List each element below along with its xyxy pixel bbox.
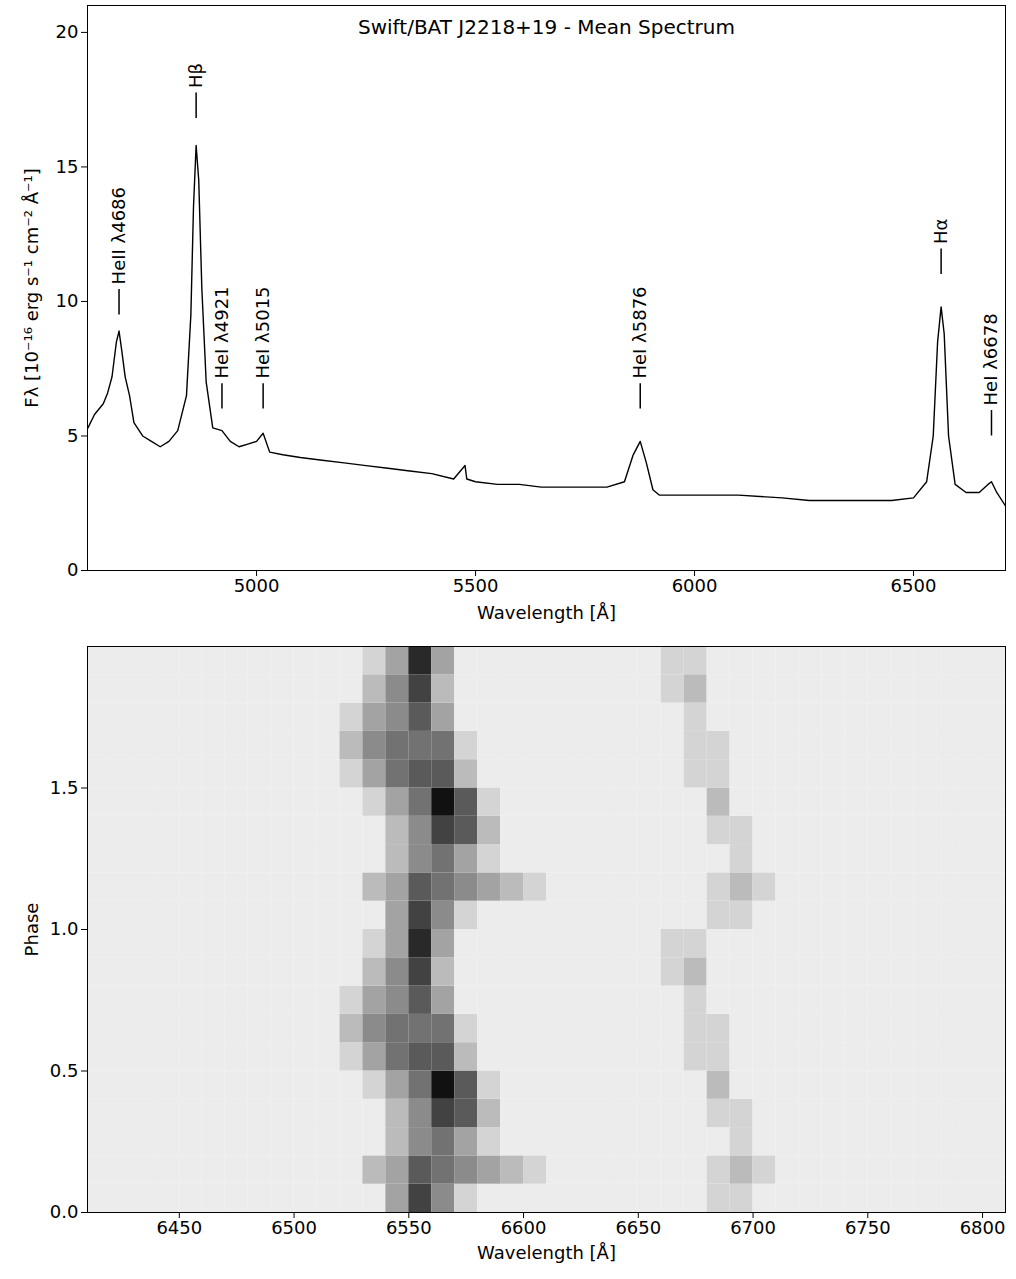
svg-text:5000: 5000 bbox=[234, 575, 280, 596]
svg-text:10: 10 bbox=[56, 290, 79, 311]
svg-text:Swift/BAT J2218+19 - Mean Spec: Swift/BAT J2218+19 - Mean Spectrum bbox=[358, 15, 735, 39]
svg-text:Wavelength [Å]: Wavelength [Å] bbox=[477, 1242, 616, 1263]
svg-text:0.5: 0.5 bbox=[50, 1060, 79, 1081]
svg-text:1.0: 1.0 bbox=[50, 918, 79, 939]
svg-text:HeII λ4686: HeII λ4686 bbox=[108, 187, 129, 284]
svg-text:6500: 6500 bbox=[271, 1217, 317, 1238]
svg-text:6750: 6750 bbox=[845, 1217, 891, 1238]
svg-text:6700: 6700 bbox=[730, 1217, 776, 1238]
svg-text:0.0: 0.0 bbox=[50, 1201, 79, 1222]
svg-text:20: 20 bbox=[56, 21, 79, 42]
svg-text:6500: 6500 bbox=[891, 575, 937, 596]
svg-text:6800: 6800 bbox=[960, 1217, 1006, 1238]
svg-text:6550: 6550 bbox=[386, 1217, 432, 1238]
svg-text:6650: 6650 bbox=[615, 1217, 661, 1238]
svg-text:Fλ [10⁻¹⁶ erg s⁻¹ cm⁻² Å⁻¹]: Fλ [10⁻¹⁶ erg s⁻¹ cm⁻² Å⁻¹] bbox=[21, 168, 42, 407]
svg-text:15: 15 bbox=[56, 156, 79, 177]
svg-text:HeI λ5876: HeI λ5876 bbox=[629, 286, 650, 378]
svg-text:Phase: Phase bbox=[21, 903, 42, 957]
svg-text:Wavelength [Å]: Wavelength [Å] bbox=[477, 602, 616, 623]
svg-text:6000: 6000 bbox=[672, 575, 718, 596]
svg-text:Hβ: Hβ bbox=[185, 63, 206, 88]
svg-text:6600: 6600 bbox=[501, 1217, 547, 1238]
svg-text:1.5: 1.5 bbox=[50, 777, 79, 798]
svg-text:HeI λ5015: HeI λ5015 bbox=[252, 286, 273, 378]
svg-text:5: 5 bbox=[67, 425, 78, 446]
svg-text:6450: 6450 bbox=[156, 1217, 202, 1238]
svg-text:5500: 5500 bbox=[453, 575, 499, 596]
svg-text:0: 0 bbox=[67, 559, 78, 580]
svg-text:HeI λ4921: HeI λ4921 bbox=[211, 286, 232, 378]
svg-text:HeI λ6678: HeI λ6678 bbox=[980, 313, 1001, 405]
svg-text:Hα: Hα bbox=[930, 219, 951, 244]
